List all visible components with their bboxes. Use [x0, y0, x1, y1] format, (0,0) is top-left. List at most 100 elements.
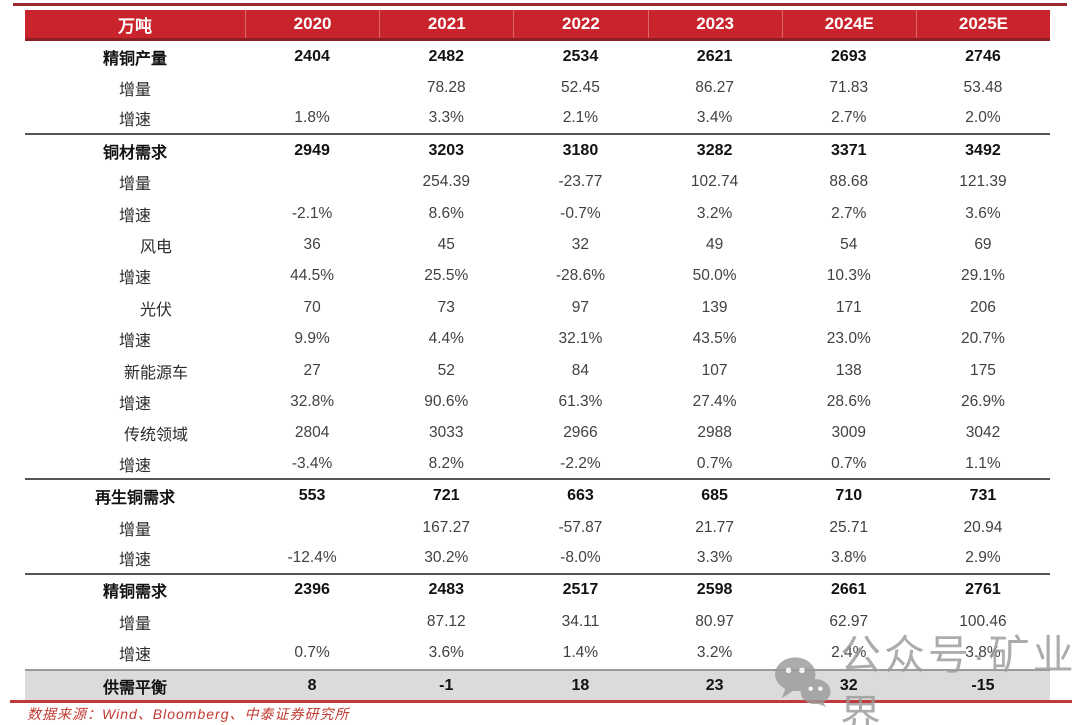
column-header: 2025E [915, 10, 1050, 38]
row-label: 增速 [118, 207, 151, 225]
cell: 23 [705, 676, 724, 694]
cell: 30.2% [424, 548, 469, 566]
cell: -0.7% [560, 204, 601, 222]
table-row: 增量 78.28 52.45 86.27 71.83 53.48 [25, 72, 1050, 103]
cell: 32.8% [290, 392, 335, 410]
cell: 25.71 [829, 518, 869, 536]
cell: 32 [839, 676, 858, 694]
table-row: 增速 44.5% 25.5% -28.6% 50.0% 10.3% 29.1% [25, 261, 1050, 292]
cell: 27.4% [692, 392, 737, 410]
cell: 86.27 [695, 79, 734, 97]
cell: 2483 [428, 581, 465, 599]
cell: 2804 [294, 424, 330, 442]
wechat-icon [775, 657, 831, 708]
cell: 121.39 [959, 173, 1007, 191]
cell: 2598 [696, 581, 733, 599]
cell: 2517 [562, 581, 599, 599]
cell: 70 [303, 298, 321, 316]
cell: 27 [303, 361, 321, 379]
row-label: 传统领域 [123, 427, 188, 445]
cell: 52 [437, 361, 455, 379]
cell: 138 [835, 361, 862, 379]
cell: 69 [974, 236, 992, 254]
cell: 254.39 [422, 173, 470, 191]
row-label: 铜材需求 [102, 144, 167, 162]
row-label: 精铜产量 [102, 50, 167, 68]
row-label: 增速 [118, 270, 151, 288]
cell: 0.7% [294, 644, 330, 662]
cell: 78.28 [426, 79, 466, 97]
cell: 97 [571, 298, 590, 316]
cell: 3371 [830, 141, 867, 159]
cell: -1 [439, 676, 454, 694]
cell: 0.7% [696, 454, 733, 472]
column-header: 2024E [781, 10, 916, 38]
table-row: 增速 9.9% 4.4% 32.1% 43.5% 23.0% 20.7% [25, 324, 1050, 355]
row-label: 增速 [118, 647, 151, 665]
cell: 2761 [965, 581, 1001, 599]
cell: 2.7% [831, 109, 867, 127]
cell: 8.2% [428, 454, 464, 472]
cell: 80.97 [695, 612, 734, 630]
cell: -57.87 [558, 518, 603, 536]
cell: 553 [298, 487, 326, 505]
table-row: 再生铜需求 553 721 663 685 710 731 [25, 480, 1050, 511]
cell: 2.1% [562, 109, 599, 127]
cell: 2693 [830, 47, 867, 65]
cell: 2661 [830, 581, 867, 599]
cell: 10.3% [826, 267, 871, 285]
row-label: 增速 [118, 551, 151, 569]
row-label: 增速 [118, 395, 151, 413]
cell: 44.5% [290, 267, 335, 285]
cell: 26.9% [960, 392, 1005, 410]
row-label: 供需平衡 [102, 679, 167, 697]
table-row: 增量 87.12 34.11 80.97 62.97 100.46 [25, 606, 1050, 637]
row-label: 风电 [139, 239, 172, 257]
cell: 2.9% [965, 548, 1001, 566]
cell: 61.3% [558, 392, 603, 410]
table-row: 传统领域 2804 3033 2966 2988 3009 3042 [25, 418, 1050, 449]
cell: 171 [835, 298, 862, 316]
cell: 73 [437, 298, 455, 316]
top-border-line [13, 3, 1067, 6]
cell: 34.11 [561, 612, 600, 630]
table-row: 精铜需求 2396 2483 2517 2598 2661 2761 [25, 575, 1050, 606]
cell: 2949 [294, 141, 330, 159]
cell: 21.77 [695, 518, 734, 536]
table-row: 增速 -12.4% 30.2% -8.0% 3.3% 3.8% 2.9% [25, 543, 1050, 575]
cell: 90.6% [424, 392, 469, 410]
watermark: 公众号·矿业界 [772, 632, 1080, 725]
cell: 721 [432, 487, 460, 505]
cell: 8 [307, 676, 317, 694]
cell: -3.4% [291, 454, 333, 472]
cell: 20.7% [960, 330, 1005, 348]
cell: 49 [705, 236, 724, 254]
table-body: 精铜产量 2404 2482 2534 2621 2693 2746 增量 78.28 52.45… [25, 41, 1050, 701]
cell: 32.1% [558, 330, 603, 348]
table-row: 铜材需求 2949 3203 3180 3282 3371 3492 [25, 135, 1050, 166]
row-label: 再生铜需求 [94, 490, 175, 508]
cell: 43.5% [692, 330, 737, 348]
cell: 3.6% [965, 204, 1001, 222]
cell: 3009 [831, 424, 867, 442]
cell: 20.94 [963, 518, 1003, 536]
cell: 2621 [696, 47, 733, 65]
cell: 36 [303, 236, 321, 254]
row-label: 光伏 [139, 301, 172, 319]
cell: 53.48 [963, 79, 1003, 97]
cell: 3.3% [428, 109, 464, 127]
cell: 71.83 [829, 79, 869, 97]
cell: 663 [567, 487, 594, 505]
cell: 62.97 [829, 612, 869, 630]
cell: 2746 [965, 47, 1001, 65]
cell: 107 [701, 361, 728, 379]
cell: -2.2% [560, 454, 601, 472]
row-label: 增速 [118, 112, 151, 130]
copper-supply-demand-table: 万吨 2020 2021 2022 2023 2024E 2025E 精铜产量 2404 248… [25, 10, 1050, 701]
cell: 2.0% [965, 109, 1001, 127]
cell: 3.8% [831, 548, 867, 566]
cell: 139 [701, 298, 728, 316]
cell: 710 [835, 487, 863, 505]
cell: 3282 [696, 141, 733, 159]
